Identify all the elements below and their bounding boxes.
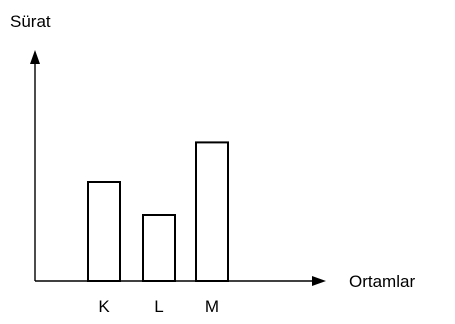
bar-m xyxy=(195,141,229,282)
category-labels: K L M xyxy=(98,297,219,316)
bar-l xyxy=(142,214,176,282)
category-label-k: K xyxy=(98,297,110,316)
y-axis-title: Sürat xyxy=(10,12,51,31)
bar-k xyxy=(87,181,121,282)
bar-series xyxy=(87,141,229,282)
category-label-l: L xyxy=(154,297,163,316)
x-axis-arrow xyxy=(312,276,326,286)
y-axis-arrow xyxy=(30,50,40,64)
category-label-m: M xyxy=(205,297,219,316)
x-axis-title: Ortamlar xyxy=(349,272,415,291)
